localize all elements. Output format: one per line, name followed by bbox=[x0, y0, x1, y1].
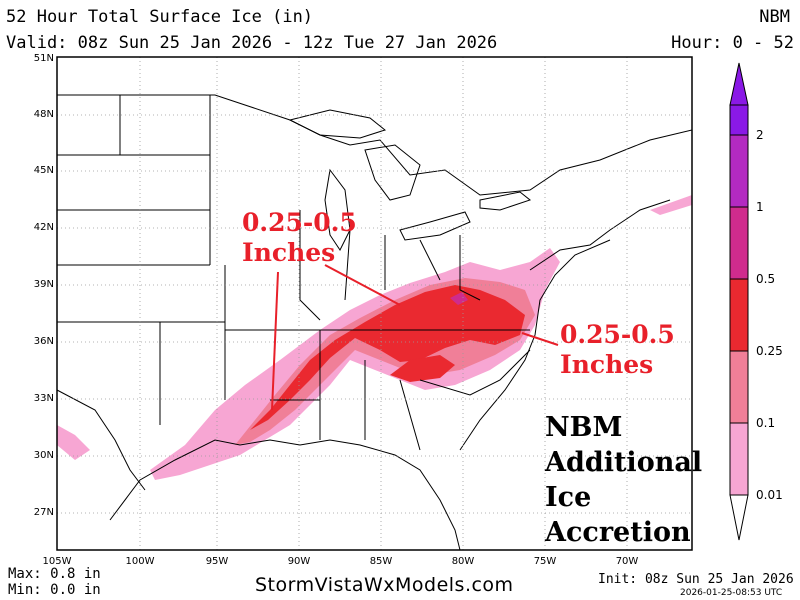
colorbar-seg-0.01-0.1 bbox=[729, 422, 749, 496]
lat-label: 42N bbox=[33, 222, 54, 233]
lon-label: 100W bbox=[125, 556, 155, 567]
colorbar-seg-0.25-0.5 bbox=[729, 278, 749, 352]
colorbar-seg-0.1-0.25 bbox=[729, 350, 749, 424]
annotation-note: NBM Additional Ice Accretion bbox=[545, 412, 703, 548]
annotation-west: 0.25-0.5 Inches bbox=[242, 208, 357, 267]
colorbar bbox=[729, 62, 749, 541]
lon-label: 85W bbox=[369, 556, 393, 567]
timestamp: 2026-01-25-08:53 UTC bbox=[680, 588, 783, 598]
lon-label: 95W bbox=[205, 556, 229, 567]
map-title: 52 Hour Total Surface Ice (in) bbox=[6, 7, 314, 27]
colorbar-label: 2 bbox=[756, 128, 764, 142]
colorbar-label: 0.1 bbox=[756, 416, 776, 430]
lat-label: 45N bbox=[33, 165, 54, 176]
lon-label: 80W bbox=[451, 556, 475, 567]
colorbar-label: 0.25 bbox=[756, 344, 783, 358]
max-value: Max: 0.8 in bbox=[8, 566, 101, 582]
lat-label: 48N bbox=[33, 109, 54, 120]
valid-time: Valid: 08z Sun 25 Jan 2026 - 12z Tue 27 … bbox=[6, 33, 498, 53]
lon-label: 70W bbox=[615, 556, 639, 567]
colorbar-cap-top bbox=[729, 62, 749, 106]
lon-label: 90W bbox=[287, 556, 311, 567]
east-arrow bbox=[521, 332, 559, 346]
colorbar-label: 0.5 bbox=[756, 272, 776, 286]
west-arrow-lower bbox=[271, 271, 279, 411]
lat-label: 27N bbox=[33, 507, 54, 518]
map-frame bbox=[56, 56, 693, 551]
ice-band-heavy bbox=[250, 285, 525, 430]
lat-label: 36N bbox=[33, 336, 54, 347]
min-value: Min: 0.0 in bbox=[8, 582, 101, 598]
lat-label: 30N bbox=[33, 450, 54, 461]
lat-label: 39N bbox=[33, 279, 54, 290]
colorbar-seg-1-2 bbox=[729, 134, 749, 208]
ice-band-max bbox=[450, 292, 468, 305]
colorbar-label: 0.01 bbox=[756, 488, 783, 502]
colorbar-seg-0.5-1 bbox=[729, 206, 749, 280]
lat-label: 51N bbox=[33, 53, 54, 64]
model-name: NBM bbox=[759, 7, 790, 27]
site-name: StormVistaWxModels.com bbox=[255, 574, 514, 596]
colorbar-cap-bottom bbox=[729, 494, 749, 541]
lon-label: 105W bbox=[42, 556, 72, 567]
west-arrow-upper bbox=[324, 264, 401, 306]
lat-label: 33N bbox=[33, 393, 54, 404]
lon-label: 75W bbox=[533, 556, 557, 567]
init-time: Init: 08z Sun 25 Jan 2026 bbox=[598, 572, 794, 587]
annotation-east: 0.25-0.5 Inches bbox=[560, 320, 675, 379]
colorbar-label: 1 bbox=[756, 200, 764, 214]
forecast-hours: Hour: 0 - 52 bbox=[671, 33, 794, 53]
